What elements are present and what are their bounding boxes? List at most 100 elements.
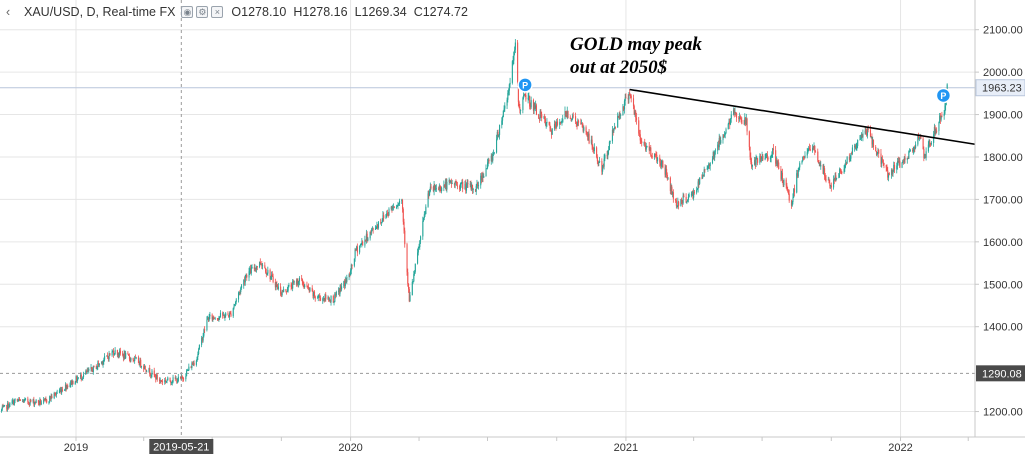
candle-body: [787, 190, 789, 191]
candle-body: [704, 169, 706, 171]
candle-body: [904, 157, 906, 160]
candle-body: [845, 163, 847, 166]
candle-body: [607, 150, 609, 157]
candle-body: [171, 382, 173, 384]
publication-marker-icon[interactable]: [517, 77, 533, 93]
candle-body: [472, 189, 474, 190]
candle-body: [282, 290, 284, 293]
candle-body: [280, 286, 282, 295]
candle-body: [782, 182, 784, 186]
resistance-trendline[interactable]: [629, 88, 976, 146]
candle-body: [629, 93, 631, 95]
candle-body: [720, 140, 722, 144]
candle-body: [596, 147, 598, 157]
candle-body: [793, 188, 795, 198]
candle-body: [298, 278, 301, 282]
candle-body: [927, 144, 929, 152]
candle-body: [148, 368, 150, 372]
candle-body: [654, 153, 656, 155]
candle-body: [754, 160, 756, 165]
candle-body: [98, 363, 100, 366]
candle-body: [207, 317, 209, 320]
candle-body: [565, 111, 568, 117]
candle-body: [719, 138, 721, 144]
candle-body: [776, 160, 778, 164]
candle-body: [714, 151, 716, 158]
candle-body: [864, 130, 866, 134]
candle-body: [518, 101, 520, 108]
symbol-label[interactable]: XAU/USD, D, Real-time FX: [24, 5, 176, 19]
candle-body: [597, 161, 599, 163]
last-price-label: 1963.23: [982, 83, 1022, 95]
candle-body: [519, 107, 521, 111]
candle-body: [122, 353, 124, 355]
candle-body: [934, 126, 936, 134]
candle-body: [444, 184, 446, 187]
candle-body: [624, 97, 626, 101]
candle-body: [775, 150, 777, 164]
candle-body: [901, 162, 903, 168]
candle-body: [344, 279, 346, 286]
candle-body: [723, 134, 726, 137]
candle-body: [761, 155, 763, 158]
candle-body: [806, 152, 808, 156]
candle-body: [766, 154, 768, 159]
publication-marker-icon[interactable]: [935, 87, 952, 104]
candle-body: [308, 288, 310, 292]
candle-body: [755, 158, 757, 165]
candle-body: [778, 162, 780, 169]
candle-body: [504, 105, 506, 109]
candle-body: [182, 377, 184, 379]
candle-body: [74, 382, 76, 385]
candle-body: [228, 313, 231, 318]
candle-body: [244, 279, 246, 283]
candle-body: [53, 392, 55, 399]
candle-body: [66, 385, 68, 389]
candle-body: [333, 301, 335, 303]
publication-markers[interactable]: PP: [517, 77, 952, 104]
close-icon[interactable]: ×: [211, 6, 224, 18]
candle-body: [583, 127, 585, 131]
candle-body: [877, 150, 879, 154]
candle-body: [603, 158, 605, 167]
candle-body: [111, 351, 113, 356]
candle-body: [733, 109, 735, 115]
candle-body: [203, 329, 205, 336]
candle-body: [734, 112, 736, 113]
candle-body: [928, 142, 930, 145]
candle-body: [818, 160, 820, 164]
candle-body: [381, 220, 383, 223]
candle-body: [729, 121, 731, 125]
candle-body: [683, 195, 685, 197]
candle-body: [539, 111, 541, 119]
candle-body: [408, 289, 410, 302]
candle-body: [559, 121, 561, 125]
candle-body: [128, 355, 130, 359]
candle-body: [580, 122, 582, 124]
candle-body: [13, 400, 15, 405]
candle-body: [186, 370, 188, 372]
candle-body: [513, 51, 515, 61]
candle-body: [677, 201, 679, 206]
candle-body: [554, 123, 556, 126]
candle-body: [541, 114, 543, 118]
candle-body: [575, 121, 577, 125]
candle-body: [29, 399, 31, 405]
trendline[interactable]: [629, 88, 976, 146]
candle-body: [14, 399, 16, 401]
candle-body: [380, 222, 383, 223]
candle-body: [772, 148, 774, 155]
candle-body: [688, 194, 690, 197]
candle-body: [101, 361, 103, 364]
eye-icon[interactable]: ◉: [181, 6, 194, 18]
settings-icon[interactable]: ⚙: [196, 6, 209, 18]
candle-body: [388, 208, 390, 216]
collapse-chevron-icon[interactable]: ‹: [6, 5, 11, 19]
candle-body: [839, 169, 841, 174]
candle-body: [918, 135, 920, 139]
candle-body: [708, 164, 711, 167]
candle-body: [908, 151, 910, 159]
candle-body: [671, 186, 673, 195]
candle-body: [617, 115, 619, 128]
